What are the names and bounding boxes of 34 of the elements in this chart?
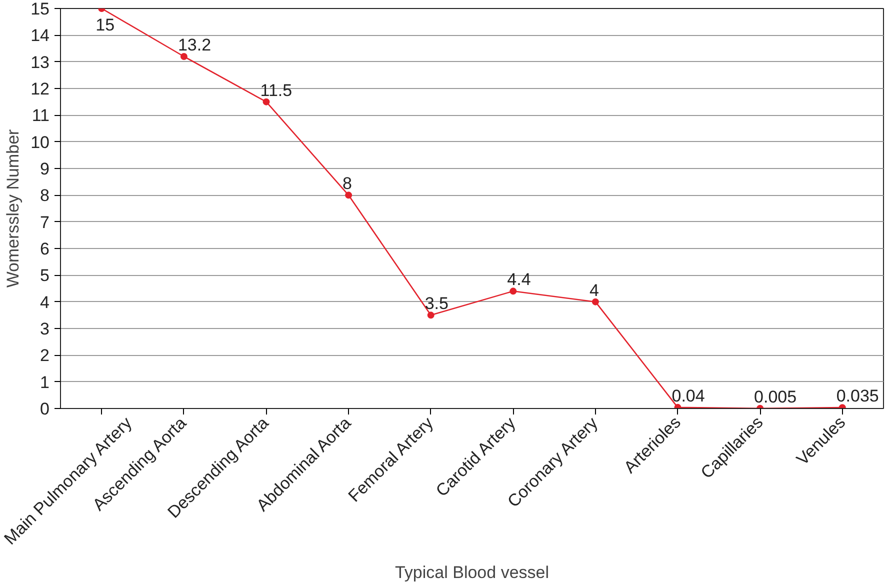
y-tick-label: 10 [30,132,50,152]
y-tick-label: 15 [30,0,50,18]
y-tick-label: 3 [40,320,50,338]
data-label: 0.04 [672,386,705,406]
y-tick-label: 7 [40,212,50,232]
data-label: 4.4 [507,270,531,290]
y-tick-label: 9 [40,160,50,178]
point [180,53,188,60]
data-label: 0.035 [836,386,879,406]
data-label: 0.005 [754,387,797,406]
y-tick-label: 12 [30,80,50,98]
y-tick-label: 1 [40,372,50,392]
data-label: 3.5 [424,294,448,314]
point [345,192,352,199]
y-tick-label: 5 [40,266,50,286]
point [592,298,599,306]
point [262,98,270,106]
y-tick-label: 14 [30,26,50,46]
data-label: 15 [96,16,115,34]
y-tick-label: 4 [40,292,50,312]
data-label: 8 [342,174,352,194]
point [427,312,434,319]
y-tick-label: 11 [32,106,50,126]
y-tick-label: 6 [40,240,50,258]
y-axis-title: Womerssley Number [4,128,23,288]
y-tick-label: 8 [40,186,50,206]
x-axis-title: Typical Blood vessel [394,563,550,582]
y-tick-label: 0 [40,400,50,418]
data-label: 11.5 [260,80,292,100]
y-tick-label: 13 [30,52,50,72]
data-label: 13.2 [178,36,212,54]
y-tick-label: 2 [40,346,50,366]
data-label: 4 [589,280,599,300]
point [510,288,517,295]
